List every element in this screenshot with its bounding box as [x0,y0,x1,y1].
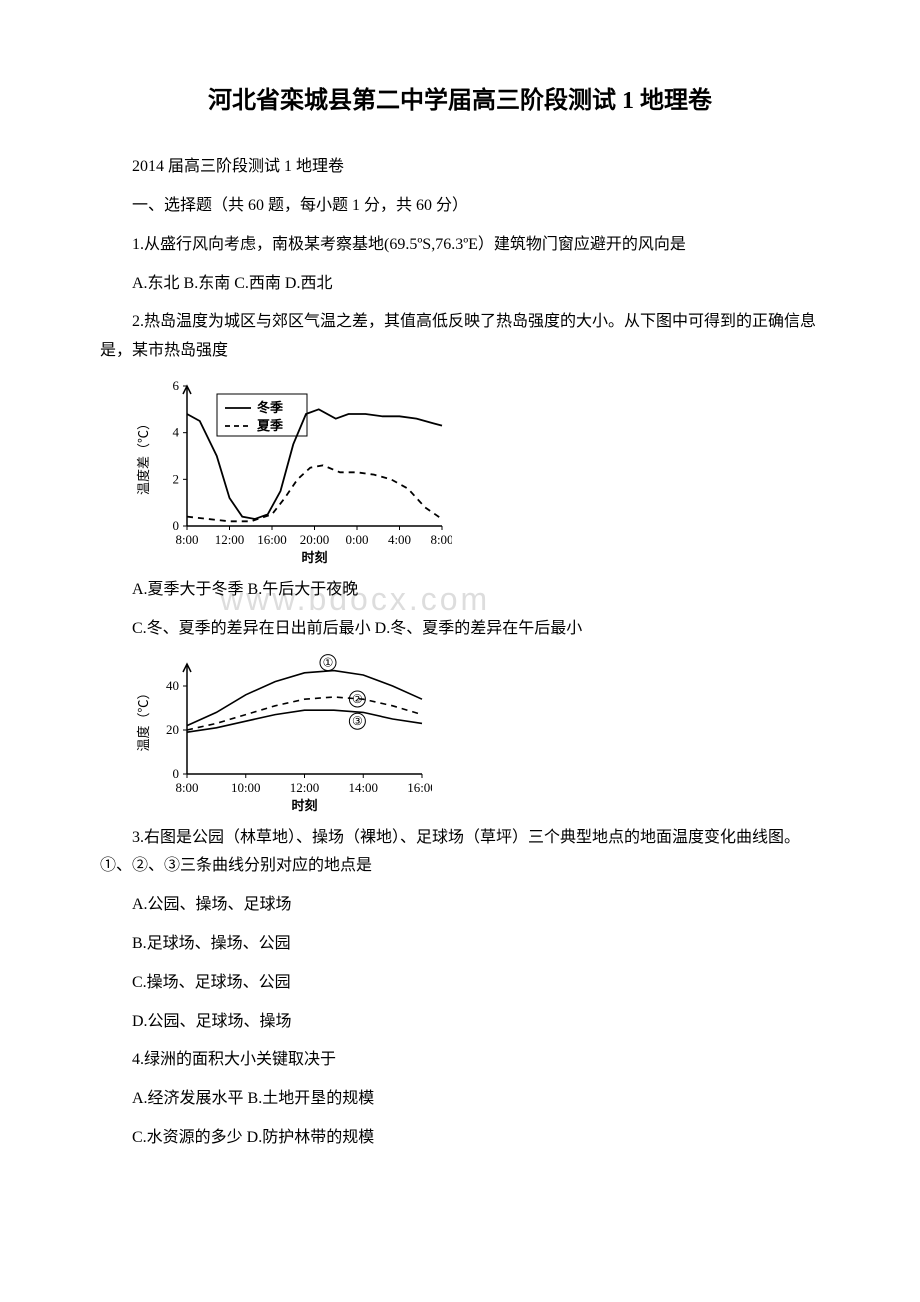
svg-text:16:00: 16:00 [407,780,432,795]
question-3-option-c: C.操场、足球场、公园 [100,969,820,998]
question-3-option-d: D.公园、足球场、操场 [100,1008,820,1037]
section-header: 一、选择题（共 60 题，每小题 1 分，共 60 分） [100,192,820,221]
question-3-option-b: B.足球场、操场、公园 [100,930,820,959]
svg-text:20: 20 [166,722,179,737]
svg-text:20:00: 20:00 [300,532,330,547]
svg-text:0:00: 0:00 [345,532,368,547]
svg-text:4: 4 [173,425,180,440]
svg-text:8:00: 8:00 [175,780,198,795]
question-3: 3.右图是公园（林草地）、操场（裸地）、足球场（草坪）三个典型地点的地面温度变化… [100,824,820,882]
question-2-options-ab: A.夏季大于冬季 B.午后大于夜晚 [100,576,820,605]
question-1: 1.从盛行风向考虑，南极某考察基地(69.5ºS,76.3ºE）建筑物门窗应避开… [100,231,820,260]
svg-text:温度（℃）: 温度（℃） [136,686,151,751]
svg-text:时刻: 时刻 [301,550,327,565]
svg-text:14:00: 14:00 [348,780,378,795]
svg-text:①: ① [323,655,334,669]
svg-text:8:00: 8:00 [175,532,198,547]
svg-text:夏季: 夏季 [256,418,283,433]
svg-text:8:00: 8:00 [430,532,452,547]
question-4: 4.绿洲的面积大小关键取决于 [100,1046,820,1075]
svg-text:12:00: 12:00 [290,780,320,795]
question-3-option-a: A.公园、操场、足球场 [100,891,820,920]
question-2-options-cd: C.冬、夏季的差异在日出前后最小 D.冬、夏季的差异在午后最小 [100,615,820,644]
chart-2-ground-temp: 0 20 40 8:00 10:00 12:00 14:00 16:00 温度（℃） 时刻 ① ② ③ [132,654,820,814]
page-title: 河北省栾城县第二中学届高三阶段测试 1 地理卷 [100,80,820,123]
question-4-options-ab: A.经济发展水平 B.土地开垦的规模 [100,1085,820,1114]
svg-text:③: ③ [352,714,363,728]
svg-text:0: 0 [173,518,180,533]
svg-text:40: 40 [166,678,179,693]
question-1-options: A.东北 B.东南 C.西南 D.西北 [100,270,820,299]
svg-text:冬季: 冬季 [257,400,283,415]
svg-text:0: 0 [173,766,180,781]
question-4-options-cd: C.水资源的多少 D.防护林带的规模 [100,1124,820,1153]
svg-text:2: 2 [173,471,180,486]
svg-text:②: ② [352,692,363,706]
svg-text:16:00: 16:00 [257,532,287,547]
svg-text:4:00: 4:00 [388,532,411,547]
chart-1-heat-island: 0 2 4 6 8:00 12:00 16:00 20:00 0:00 4:00 8:00 温度差（℃… [132,376,820,566]
svg-text:时刻: 时刻 [291,798,317,813]
svg-text:10:00: 10:00 [231,780,261,795]
svg-text:12:00: 12:00 [215,532,245,547]
question-2: 2.热岛温度为城区与郊区气温之差，其值高低反映了热岛强度的大小。从下图中可得到的… [100,308,820,366]
svg-text:6: 6 [173,378,180,393]
svg-text:温度差（℃）: 温度差（℃） [136,417,151,495]
subtitle: 2014 届高三阶段测试 1 地理卷 [100,153,820,182]
